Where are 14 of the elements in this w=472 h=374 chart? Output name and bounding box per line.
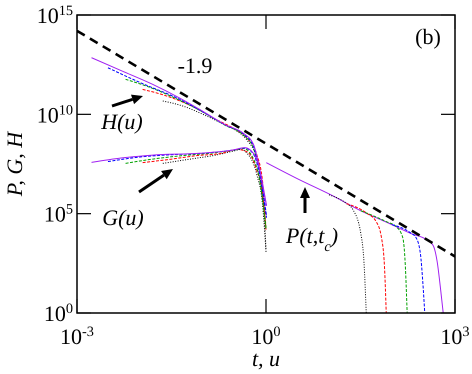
y-tick-label: 10$^{15}$ bbox=[36, 3, 73, 28]
x-tick-label: 10$^{3}$ bbox=[440, 324, 470, 349]
x-axis-title: t, u bbox=[252, 346, 280, 371]
annotation: G(u) bbox=[102, 205, 144, 230]
annotation: P(t,t$_{c}$) bbox=[284, 223, 338, 255]
x-tick-label: 10$^{0}$ bbox=[251, 324, 281, 349]
annotation: H(u) bbox=[100, 109, 143, 134]
y-tick-label: 10$^{10}$ bbox=[36, 102, 73, 128]
annotation: -1.9 bbox=[178, 53, 212, 78]
y-tick-label: 10$^{5}$ bbox=[44, 202, 73, 227]
y-tick-label: 10$^{0}$ bbox=[44, 301, 73, 326]
y-axis-title: P, G, H bbox=[2, 130, 27, 198]
x-tick-label: 10$^{-3}$ bbox=[60, 324, 94, 349]
annotation: (b) bbox=[415, 24, 441, 49]
